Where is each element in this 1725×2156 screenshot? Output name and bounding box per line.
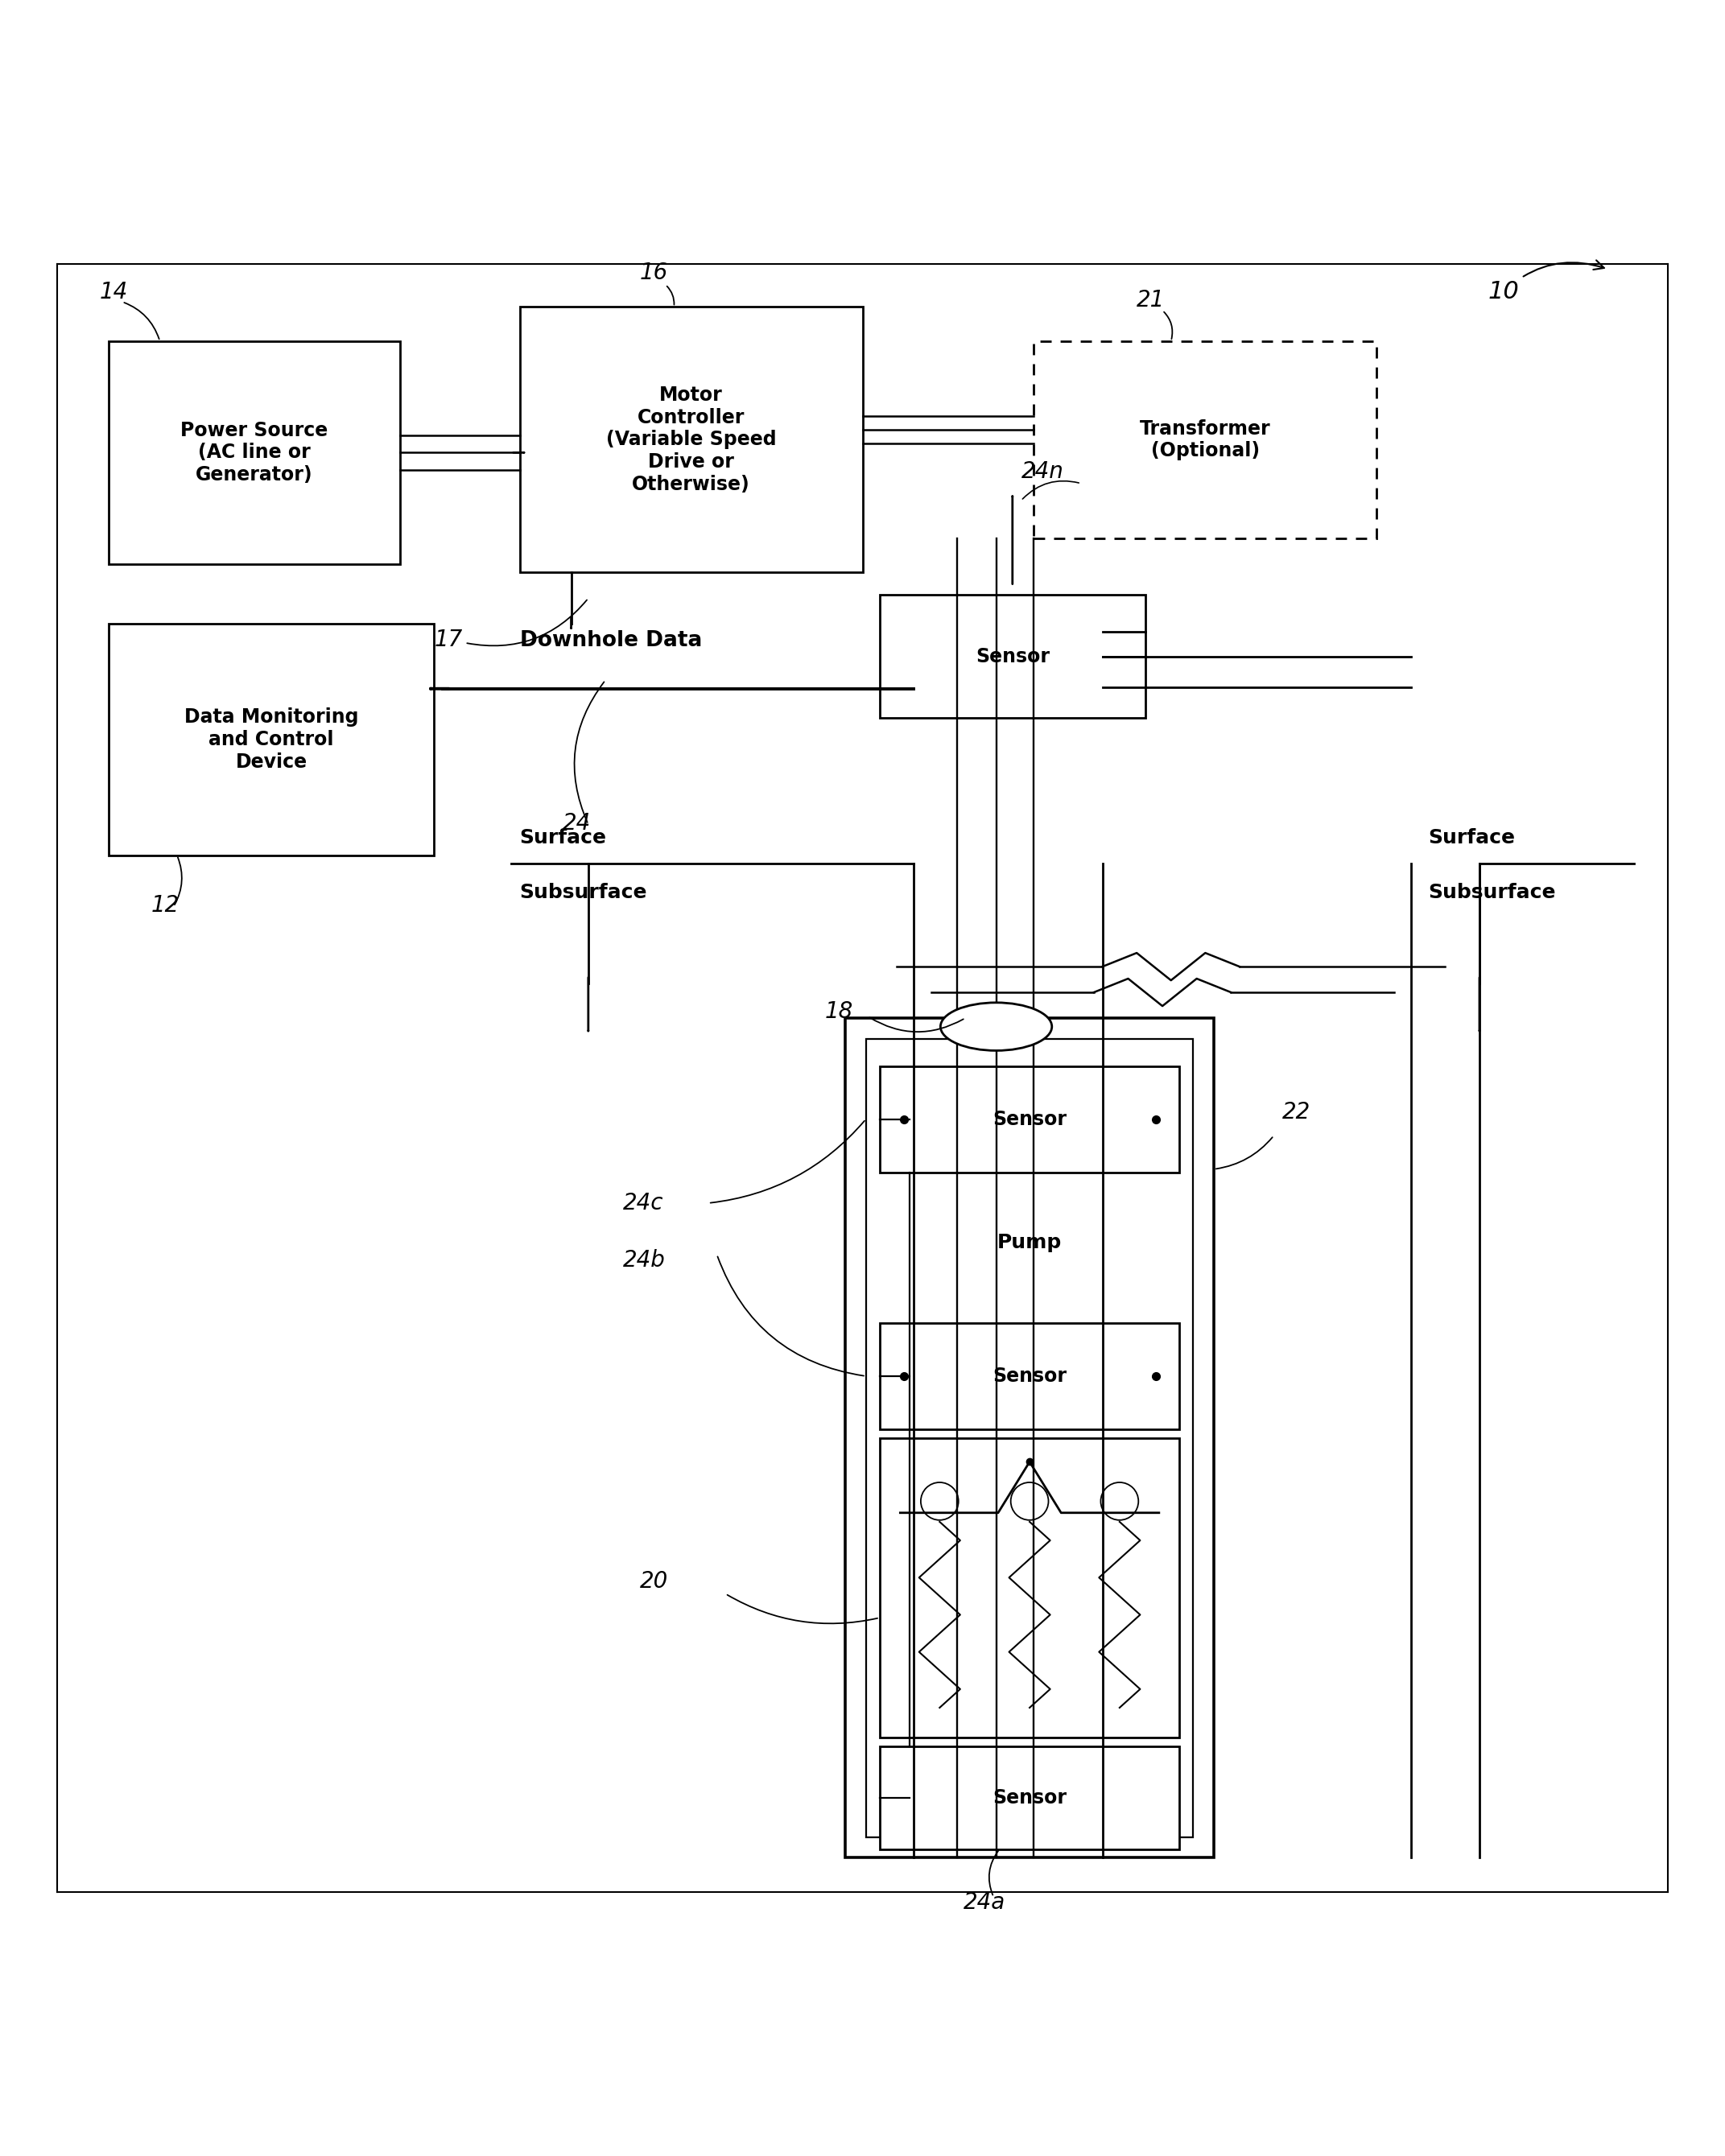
Bar xyxy=(519,306,862,573)
Text: Surface: Surface xyxy=(519,828,607,847)
Text: 24b: 24b xyxy=(623,1248,666,1272)
Text: Sensor: Sensor xyxy=(992,1787,1066,1807)
Text: 22: 22 xyxy=(1282,1102,1311,1123)
Text: Subsurface: Subsurface xyxy=(519,882,647,901)
Text: Power Source
(AC line or
Generator): Power Source (AC line or Generator) xyxy=(181,420,328,485)
Bar xyxy=(845,1018,1214,1858)
Text: 14: 14 xyxy=(100,280,128,304)
Circle shape xyxy=(1101,1483,1138,1520)
Bar xyxy=(880,1438,1180,1738)
Text: 18: 18 xyxy=(825,1000,854,1022)
Text: 20: 20 xyxy=(640,1570,668,1593)
Text: 16: 16 xyxy=(640,261,668,285)
Text: Pump: Pump xyxy=(997,1233,1063,1253)
Circle shape xyxy=(921,1483,959,1520)
Text: Sensor: Sensor xyxy=(992,1367,1066,1386)
Text: 12: 12 xyxy=(152,895,179,916)
Text: 21: 21 xyxy=(1137,289,1164,313)
Bar xyxy=(1033,341,1377,539)
Text: 24a: 24a xyxy=(964,1891,1006,1915)
Text: Surface: Surface xyxy=(1428,828,1515,847)
Bar xyxy=(866,1039,1194,1837)
Text: Motor
Controller
(Variable Speed
Drive or
Otherwise): Motor Controller (Variable Speed Drive o… xyxy=(605,386,776,494)
Bar xyxy=(880,1065,1180,1173)
Text: 17: 17 xyxy=(435,630,462,651)
Circle shape xyxy=(1011,1483,1049,1520)
Text: 10: 10 xyxy=(1489,261,1604,304)
Bar xyxy=(880,1324,1180,1429)
Text: Sensor: Sensor xyxy=(992,1110,1066,1130)
Text: Data Monitoring
and Control
Device: Data Monitoring and Control Device xyxy=(185,707,359,772)
Text: Transformer
(Optional): Transformer (Optional) xyxy=(1140,418,1271,461)
Bar xyxy=(109,341,400,565)
Ellipse shape xyxy=(940,1003,1052,1050)
Bar xyxy=(109,623,435,856)
Text: 24n: 24n xyxy=(1021,461,1064,483)
Text: Subsurface: Subsurface xyxy=(1428,882,1556,901)
Text: 24: 24 xyxy=(562,813,592,834)
Text: 24c: 24c xyxy=(623,1192,662,1214)
Text: Sensor: Sensor xyxy=(975,647,1049,666)
Text: Downhole Data: Downhole Data xyxy=(519,630,702,651)
Bar xyxy=(880,1746,1180,1850)
Bar xyxy=(880,595,1145,718)
